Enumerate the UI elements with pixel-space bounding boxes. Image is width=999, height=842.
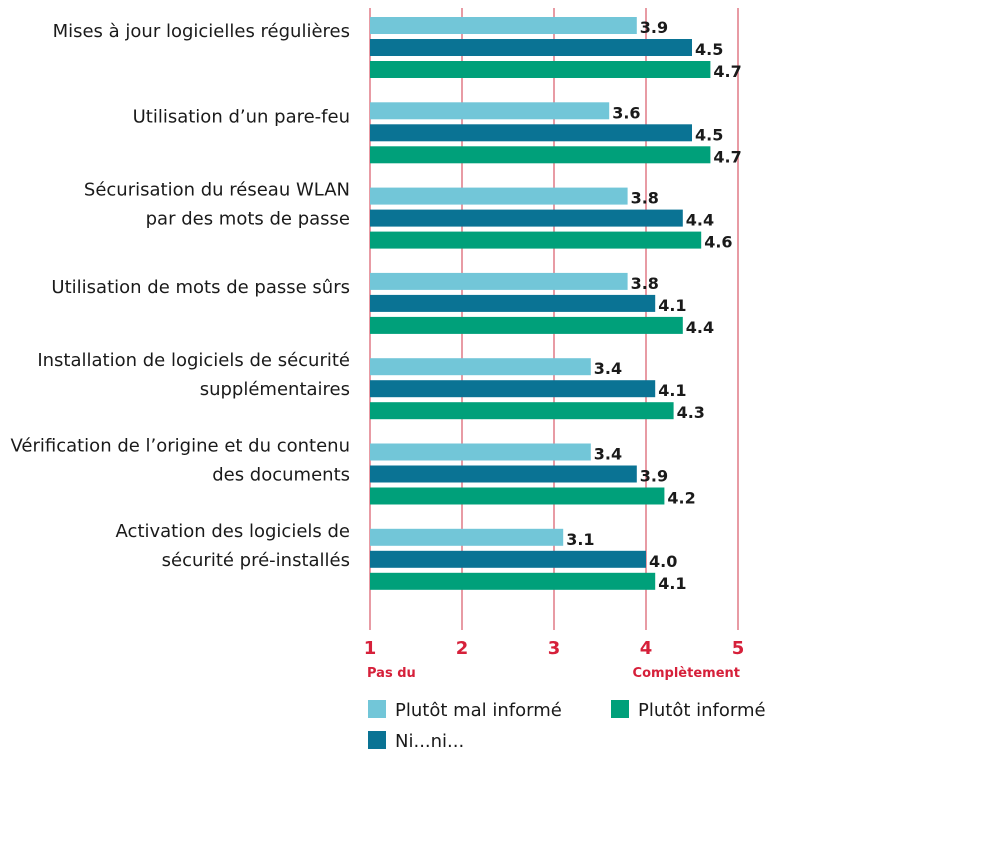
legend-swatch-2 (611, 700, 629, 718)
value-label-series0-cat2: 3.8 (631, 189, 659, 208)
bar-series0-cat6 (370, 528, 564, 546)
value-label-series2-cat1: 4.7 (713, 147, 741, 166)
bar-series2-cat3 (370, 316, 683, 334)
value-label-series2-cat3: 4.4 (686, 318, 714, 337)
bars (370, 17, 711, 590)
category-labels: Mises à jour logicielles régulières Utili… (10, 21, 350, 571)
value-label-series1-cat5: 3.9 (640, 467, 668, 486)
value-label-series0-cat6: 3.1 (566, 530, 594, 549)
value-label-series2-cat2: 4.6 (704, 233, 732, 252)
value-label-series1-cat0: 4.5 (695, 40, 723, 59)
x-tick-label-3: 3 (548, 638, 561, 659)
legend-swatch-1 (368, 731, 386, 749)
bar-series0-cat3 (370, 272, 628, 290)
bar-series2-cat1 (370, 146, 711, 164)
bar-series1-cat1 (370, 124, 692, 142)
category-label-5-line0: Vérification de l’origine et du contenu (10, 436, 350, 457)
legend-label-1: Ni...ni... (395, 731, 464, 752)
value-label-series2-cat4: 4.3 (677, 403, 705, 422)
x-tick-label-4: 4 (640, 638, 653, 659)
category-label-5-line1: des documents (212, 465, 350, 486)
value-label-series0-cat4: 3.4 (594, 359, 622, 378)
legend: Plutôt mal informé Plutôt informé Ni...ni.… (368, 700, 766, 752)
legend-label-2: Plutôt informé (638, 700, 766, 721)
category-label-0-line0: Mises à jour logicielles régulières (53, 21, 350, 42)
value-label-series2-cat0: 4.7 (713, 62, 741, 81)
bar-series0-cat0 (370, 17, 637, 34)
value-label-series1-cat2: 4.4 (686, 211, 714, 230)
bar-series0-cat1 (370, 102, 610, 120)
value-label-series2-cat6: 4.1 (658, 574, 686, 593)
value-label-series0-cat5: 3.4 (594, 445, 622, 464)
x-tick-label-1: 1 (364, 638, 377, 659)
x-tick-label-2: 2 (456, 638, 469, 659)
value-label-series1-cat1: 4.5 (695, 125, 723, 144)
bar-series2-cat0 (370, 61, 711, 78)
category-label-2-line1: par des mots de passe (146, 209, 350, 230)
value-label-series2-cat5: 4.2 (667, 489, 695, 508)
value-label-series0-cat1: 3.6 (612, 103, 640, 122)
category-label-1-line0: Utilisation d’un pare-feu (133, 106, 350, 127)
bar-series1-cat5 (370, 465, 637, 483)
bar-series1-cat3 (370, 294, 656, 312)
value-label-series0-cat0: 3.9 (640, 18, 668, 37)
value-labels: 3.94.54.73.64.54.73.84.44.63.84.14.43.44… (566, 18, 742, 593)
bar-series1-cat6 (370, 550, 646, 568)
bar-series1-cat0 (370, 39, 692, 56)
legend-label-0: Plutôt mal informé (395, 700, 562, 721)
category-label-4-line1: supplémentaires (200, 379, 350, 400)
bar-series2-cat4 (370, 402, 674, 420)
bar-series0-cat4 (370, 358, 591, 376)
category-label-3-line0: Utilisation de mots de passe sûrs (51, 277, 350, 298)
bar-series1-cat4 (370, 380, 656, 398)
value-label-series0-cat3: 3.8 (631, 274, 659, 293)
x-tick-label-5: 5 (732, 638, 745, 659)
x-low-label: Pas du (367, 666, 416, 681)
category-label-4-line0: Installation de logiciels de sécurité (37, 350, 350, 371)
bar-series2-cat5 (370, 487, 665, 505)
category-label-6-line1: sécurité pré-installés (162, 550, 350, 571)
category-label-2-line0: Sécurisation du réseau WLAN (84, 180, 350, 201)
bar-series2-cat6 (370, 572, 656, 590)
x-high-label: Complètement (633, 666, 740, 681)
legend-swatch-0 (368, 700, 386, 718)
bar-series2-cat2 (370, 231, 702, 249)
value-label-series1-cat3: 4.1 (658, 296, 686, 315)
value-label-series1-cat6: 4.0 (649, 552, 677, 571)
bar-series0-cat5 (370, 443, 591, 461)
x-axis: 1 2 3 4 5 Pas du Complètement (364, 638, 745, 681)
bar-series0-cat2 (370, 187, 628, 205)
bar-series1-cat2 (370, 209, 683, 227)
category-label-6-line0: Activation des logiciels de (116, 521, 350, 542)
value-label-series1-cat4: 4.1 (658, 381, 686, 400)
